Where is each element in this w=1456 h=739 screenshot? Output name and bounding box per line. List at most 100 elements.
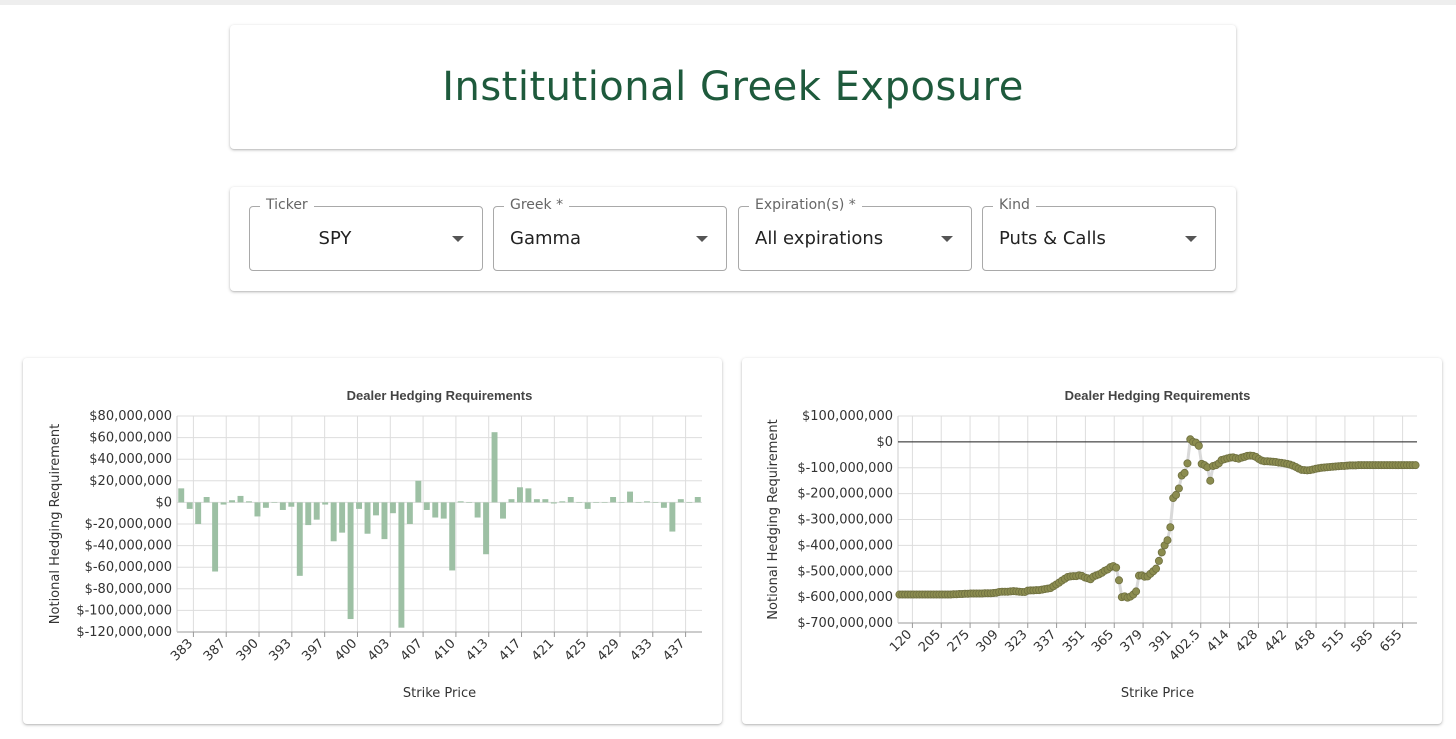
y-tick-label: $80,000,000 <box>89 409 172 424</box>
y-tick-label: $0 <box>155 495 172 510</box>
bar <box>423 502 430 510</box>
kind-select[interactable]: Kind Puts & Calls <box>982 197 1216 271</box>
x-tick-label: 407 <box>398 636 426 664</box>
kind-label: Kind <box>993 197 1036 213</box>
data-point <box>1152 564 1161 573</box>
bar <box>474 502 481 518</box>
chevron-down-icon[interactable] <box>941 236 953 242</box>
bar <box>339 502 346 533</box>
bar <box>398 502 405 628</box>
x-tick-label: 390 <box>234 636 262 664</box>
expiration-value: All expirations <box>755 228 884 249</box>
bar <box>660 502 667 508</box>
bar <box>669 502 676 532</box>
bar <box>516 487 523 503</box>
bar <box>313 502 320 520</box>
x-tick-label: 425 <box>562 636 590 664</box>
bar <box>364 502 371 534</box>
bar <box>584 502 591 509</box>
data-point <box>1194 441 1203 450</box>
bar <box>533 499 540 503</box>
y-tick-label: $40,000,000 <box>89 452 172 467</box>
bar <box>449 502 456 571</box>
x-tick-label: 323 <box>1002 627 1030 655</box>
x-tick-label: 120 <box>887 627 915 655</box>
bar <box>457 501 464 503</box>
bar <box>237 495 244 503</box>
bar-chart: Dealer Hedging Requirements $80,000,000 $6… <box>48 388 702 701</box>
x-tick-label: 413 <box>463 636 491 664</box>
bar <box>610 497 617 503</box>
data-point <box>1112 563 1121 572</box>
chevron-down-icon[interactable] <box>696 236 708 242</box>
bar <box>576 502 583 503</box>
bar <box>694 497 701 503</box>
x-tick-label: 393 <box>267 636 295 664</box>
y-tick-label: $100,000,000 <box>802 409 893 424</box>
bar <box>262 502 269 508</box>
bar <box>246 501 252 503</box>
y-tick-label: $60,000,000 <box>89 431 172 446</box>
x-tick-label: 351 <box>1060 627 1088 655</box>
bar <box>500 502 506 519</box>
y-tick-label: $-200,000,000 <box>797 487 893 502</box>
bar <box>550 502 557 504</box>
bar <box>186 502 193 509</box>
data-point <box>1157 548 1166 557</box>
x-tick-label: 433 <box>627 636 655 664</box>
bar <box>389 502 396 514</box>
y-tick-label: $-60,000,000 <box>85 560 172 575</box>
x-tick-label: 442 <box>1262 627 1290 655</box>
data-point <box>1180 468 1189 477</box>
y-tick-label: $-20,000,000 <box>85 517 172 532</box>
bar <box>406 502 413 524</box>
x-tick-label: 421 <box>529 636 557 664</box>
y-tick-label: $-100,000,000 <box>76 603 172 618</box>
data-point <box>1115 576 1124 585</box>
bar <box>652 502 659 503</box>
bar <box>542 499 549 503</box>
bar <box>373 502 379 516</box>
bar <box>415 480 422 503</box>
y-axis-title: Notional Hedging Requirement <box>48 424 63 624</box>
bar <box>593 502 600 503</box>
greek-label: Greek * <box>504 197 570 213</box>
x-tick-label: 585 <box>1348 627 1376 655</box>
data-point <box>1172 490 1181 499</box>
bar <box>466 502 473 503</box>
data-point <box>1183 459 1192 468</box>
y-axis-title: Notional Hedging Requirement <box>766 419 781 619</box>
bar <box>508 499 515 503</box>
y-tick-label: $20,000,000 <box>89 474 172 489</box>
bar <box>567 497 574 503</box>
controls-card: Ticker SPY Greek * Gamma Expiration(s) *… <box>230 187 1236 291</box>
chevron-down-icon[interactable] <box>452 236 464 242</box>
y-tick-label: $-700,000,000 <box>797 616 893 631</box>
x-tick-label: 437 <box>660 636 688 664</box>
bar <box>330 502 337 542</box>
data-point <box>1166 523 1175 532</box>
ticker-select[interactable]: Ticker SPY <box>249 197 483 271</box>
greek-select[interactable]: Greek * Gamma <box>493 197 727 271</box>
chevron-down-icon[interactable] <box>1185 236 1197 242</box>
x-tick-label: 403 <box>365 636 393 664</box>
x-tick-label: 275 <box>945 627 973 655</box>
bar <box>483 502 490 555</box>
y-tick-label: $-120,000,000 <box>76 625 172 640</box>
bar <box>491 432 498 503</box>
x-tick-label: 397 <box>299 636 327 664</box>
x-tick-label: 337 <box>1031 627 1059 655</box>
expiration-label: Expiration(s) * <box>749 197 862 213</box>
title-card: Institutional Greek Exposure <box>230 25 1236 149</box>
data-point <box>1132 587 1141 596</box>
bar <box>322 502 329 505</box>
expiration-select[interactable]: Expiration(s) * All expirations <box>738 197 972 271</box>
bar <box>254 502 261 517</box>
bar <box>271 502 278 503</box>
bar <box>559 501 566 503</box>
bar <box>618 502 625 503</box>
bar <box>601 502 608 503</box>
x-tick-label: 379 <box>1118 627 1146 655</box>
bar <box>440 502 447 519</box>
x-tick-label: 309 <box>974 627 1002 655</box>
